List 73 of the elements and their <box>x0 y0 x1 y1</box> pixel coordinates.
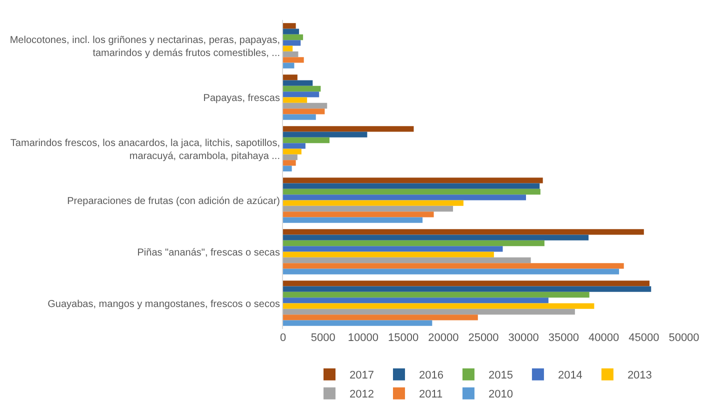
bar <box>283 92 320 98</box>
x-tick-label: 50000 <box>668 332 700 344</box>
bar <box>283 308 575 315</box>
bar <box>283 86 321 92</box>
x-tick-label: 30000 <box>508 332 539 344</box>
y-tick-label: Tamarindos frescos, los anacardos, la jaca, litchis, sapotillos, maracuyá, carambola, pitahaya ... <box>10 138 280 162</box>
x-tick-label: 0 <box>280 332 286 344</box>
x-tick-label: 40000 <box>588 332 620 344</box>
bar <box>283 23 296 29</box>
y-tick-label: Papayas, frescas <box>203 92 280 104</box>
bar <box>283 280 650 286</box>
legend-label: 2013 <box>627 370 652 382</box>
bar <box>283 57 304 63</box>
x-tick-label: 10000 <box>348 332 378 344</box>
bar <box>283 234 589 240</box>
x-tick-label: 35000 <box>548 332 579 344</box>
bar <box>283 188 540 195</box>
y-tick-label: Guayabas, mangos y mangostanes, frescos o secos <box>48 298 280 310</box>
x-tick-label: 5000 <box>310 332 336 344</box>
bar <box>283 108 325 114</box>
legend-label: 2010 <box>488 388 513 401</box>
bar <box>283 257 531 264</box>
x-tick-label: 15000 <box>388 332 419 344</box>
bar <box>283 28 300 34</box>
bar <box>283 217 423 223</box>
legend-label: 2012 <box>350 388 374 401</box>
bar <box>283 194 526 200</box>
bar <box>283 183 540 189</box>
legend-label: 2016 <box>418 370 444 382</box>
bar <box>283 206 454 212</box>
bar <box>283 229 644 235</box>
legend-label: 2011 <box>418 388 443 401</box>
bar <box>283 148 302 154</box>
bar <box>283 154 298 160</box>
bar <box>283 320 432 326</box>
bar <box>283 240 544 246</box>
x-tick-label: 20000 <box>428 332 459 344</box>
bar <box>283 303 594 309</box>
x-tick-label: 25000 <box>468 332 499 344</box>
bar <box>283 286 652 292</box>
bar <box>283 137 330 144</box>
bar <box>283 212 434 218</box>
y-tick-label: Piñas "ananás", frescas o secas <box>137 247 280 258</box>
bar <box>283 80 313 86</box>
bar <box>283 97 308 103</box>
bar <box>283 292 590 298</box>
bar <box>283 51 298 58</box>
bar <box>283 74 298 80</box>
bar <box>283 160 296 166</box>
bar <box>283 102 328 109</box>
bar <box>283 46 293 52</box>
bar <box>283 126 414 132</box>
bar <box>283 268 620 274</box>
x-tick-label: 45000 <box>628 332 660 344</box>
y-tick-label: Preparaciones de frutas (con adición de azúcar) <box>67 196 280 207</box>
bar <box>283 132 368 138</box>
legend-label: 2015 <box>488 370 513 382</box>
legend-label: 2017 <box>350 370 374 382</box>
bar <box>283 114 316 120</box>
bar <box>283 143 306 149</box>
y-tick-label: Melocotones, incl. los griñones y nectarinas, peras, papayas, tamarindos y demás frutos comestibles, ... <box>10 34 280 59</box>
legend-label: 2014 <box>558 370 582 382</box>
bar <box>283 62 294 68</box>
bar <box>283 314 478 320</box>
bar <box>283 178 543 184</box>
bar <box>283 263 624 269</box>
bar <box>283 200 464 206</box>
bar <box>283 166 292 172</box>
bar <box>283 298 548 304</box>
bar <box>283 40 301 46</box>
bar <box>283 246 503 252</box>
bar <box>283 34 304 40</box>
bar <box>283 252 494 258</box>
